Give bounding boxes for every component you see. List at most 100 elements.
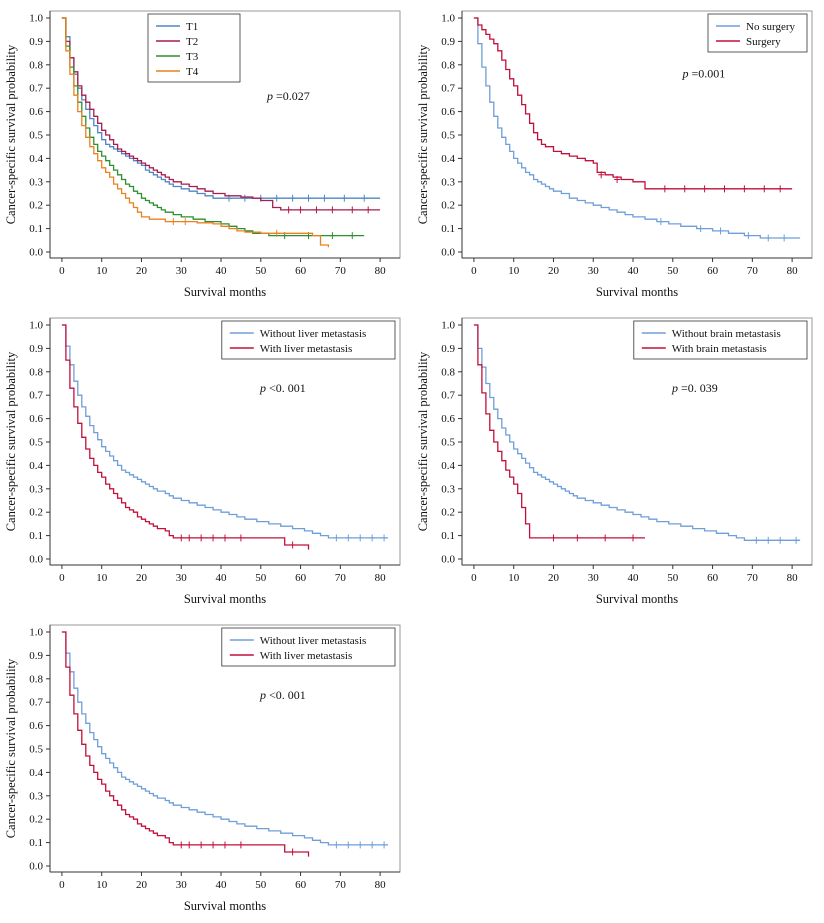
x-tick-label: 80 (375, 265, 387, 277)
series-path-with-liver-metastasis (61, 324, 310, 550)
y-tick-label: 0.9 (441, 36, 455, 48)
p-value-text: p =0. 039 (671, 381, 718, 395)
x-tick-label: 50 (255, 265, 267, 277)
y-tick-label: 0.7 (441, 390, 455, 402)
y-tick-label: 0.3 (441, 483, 455, 495)
x-tick-label: 70 (747, 572, 759, 584)
survival-panel-surgery: 0 10 20 30 40 50 60 70 80 1.0 0.9 0.8 0.7 0.6 0.5 0.4 0.… (412, 0, 824, 307)
y-tick-label: 0.1 (29, 223, 43, 235)
series-path-without-liver-metastasis (61, 324, 389, 539)
y-tick-label: 0.9 (29, 650, 43, 662)
survival-chart: 0 10 20 30 40 50 60 70 80 1.0 0.9 0.8 0.7 0.6 0.5 0.4 0.… (416, 10, 813, 299)
p-value-text: p =0.027 (266, 89, 310, 103)
survival-panel-liver-metastasis: 0 10 20 30 40 50 60 70 80 1.0 0.9 0.8 0.7 0.6 0.5 0.4 0.… (0, 307, 412, 614)
p-value-text: p <0. 001 (259, 688, 306, 702)
y-tick-label: 0.2 (29, 507, 43, 519)
y-tick-label: 0.1 (29, 837, 43, 849)
x-tick-label: 60 (295, 265, 307, 277)
x-tick-label: 10 (96, 265, 108, 277)
y-tick-label: 0.5 (29, 744, 43, 756)
x-tick-label: 0 (471, 572, 477, 584)
x-tick-label: 50 (667, 265, 679, 277)
y-tick-label: 0.2 (441, 200, 455, 212)
x-tick-label: 10 (508, 572, 520, 584)
x-axis-title: Survival months (184, 285, 266, 299)
survival-panel-t-stage: 0 10 20 30 40 50 60 70 80 1.0 0.9 0.8 0.7 0.6 0.5 0.4 0.… (0, 0, 412, 307)
y-tick-label: 0.8 (441, 366, 455, 378)
y-tick-label: 0.2 (441, 507, 455, 519)
y-tick-label: 0.8 (29, 59, 43, 71)
y-tick-label: 0.6 (29, 106, 43, 118)
x-tick-label: 60 (295, 572, 307, 584)
y-tick-label: 0.4 (441, 153, 455, 165)
x-tick-label: 20 (136, 879, 148, 891)
y-tick-label: 0.3 (29, 790, 43, 802)
x-tick-label: 20 (548, 265, 560, 277)
x-tick-label: 30 (176, 265, 188, 277)
p-value-text: p <0. 001 (259, 381, 306, 395)
x-tick-label: 30 (588, 265, 600, 277)
x-tick-label: 20 (548, 572, 560, 584)
x-tick-label: 50 (255, 572, 267, 584)
legend-label: T2 (186, 36, 198, 48)
legend-label: With brain metastasis (672, 343, 767, 355)
y-tick-label: 0.8 (441, 59, 455, 71)
x-tick-label: 70 (335, 879, 347, 891)
y-tick-label: 0.6 (29, 413, 43, 425)
y-tick-label: 0.6 (441, 106, 455, 118)
legend-box (633, 320, 808, 360)
x-tick-label: 0 (59, 879, 65, 891)
legend-label: With liver metastasis (260, 343, 352, 355)
y-tick-label: 0.1 (441, 223, 455, 235)
y-tick-label: 0.0 (29, 247, 43, 259)
y-tick-label: 0.4 (29, 460, 43, 472)
y-tick-label: 0.5 (441, 130, 455, 142)
y-tick-label: 0.3 (441, 176, 455, 188)
survival-chart: 0 10 20 30 40 50 60 70 80 1.0 0.9 0.8 0.7 0.6 0.5 0.4 0.… (4, 317, 401, 606)
x-tick-label: 80 (787, 572, 799, 584)
y-tick-label: 0.4 (441, 460, 455, 472)
y-tick-label: 0.2 (29, 200, 43, 212)
series-path-surgery (473, 17, 793, 190)
x-tick-label: 40 (628, 265, 640, 277)
x-tick-label: 40 (628, 572, 640, 584)
series-path-no-surgery (473, 17, 801, 239)
x-tick-label: 50 (667, 572, 679, 584)
y-tick-label: 1.0 (29, 13, 43, 25)
series-path-with-brain-metastasis (473, 324, 645, 539)
legend-label: T1 (186, 21, 198, 33)
x-tick-label: 80 (787, 265, 799, 277)
y-tick-label: 0.1 (29, 530, 43, 542)
survival-chart: 0 10 20 30 40 50 60 70 80 1.0 0.9 0.8 0.7 0.6 0.5 0.4 0.… (4, 624, 401, 913)
x-axis-title: Survival months (596, 285, 678, 299)
x-tick-label: 0 (59, 265, 65, 277)
survival-panel-brain-metastasis: 0 10 20 30 40 50 60 70 80 1.0 0.9 0.8 0.7 0.6 0.5 0.4 0.… (412, 307, 824, 614)
y-tick-label: 1.0 (441, 13, 455, 25)
legend-box (221, 320, 396, 360)
x-tick-label: 50 (255, 879, 267, 891)
x-tick-label: 70 (747, 265, 759, 277)
x-tick-label: 30 (588, 572, 600, 584)
x-tick-label: 10 (96, 879, 108, 891)
y-tick-label: 0.7 (29, 390, 43, 402)
y-tick-label: 0.2 (29, 814, 43, 826)
y-tick-label: 0.6 (441, 413, 455, 425)
x-tick-label: 30 (176, 879, 188, 891)
y-tick-label: 0.3 (29, 483, 43, 495)
x-tick-label: 30 (176, 572, 188, 584)
y-tick-label: 0.4 (29, 767, 43, 779)
x-tick-label: 70 (335, 572, 347, 584)
y-tick-label: 0.9 (441, 343, 455, 355)
y-tick-label: 0.4 (29, 153, 43, 165)
series-path-without-liver-metastasis (61, 631, 389, 846)
y-tick-label: 0.0 (441, 247, 455, 259)
p-value-text: p =0.001 (682, 67, 726, 81)
y-tick-label: 1.0 (29, 627, 43, 639)
y-tick-label: 1.0 (29, 320, 43, 332)
y-tick-label: 0.5 (29, 437, 43, 449)
series-path-t2 (61, 17, 381, 211)
legend-label: No surgery (746, 21, 795, 33)
x-tick-label: 0 (471, 265, 477, 277)
x-tick-label: 20 (136, 572, 148, 584)
